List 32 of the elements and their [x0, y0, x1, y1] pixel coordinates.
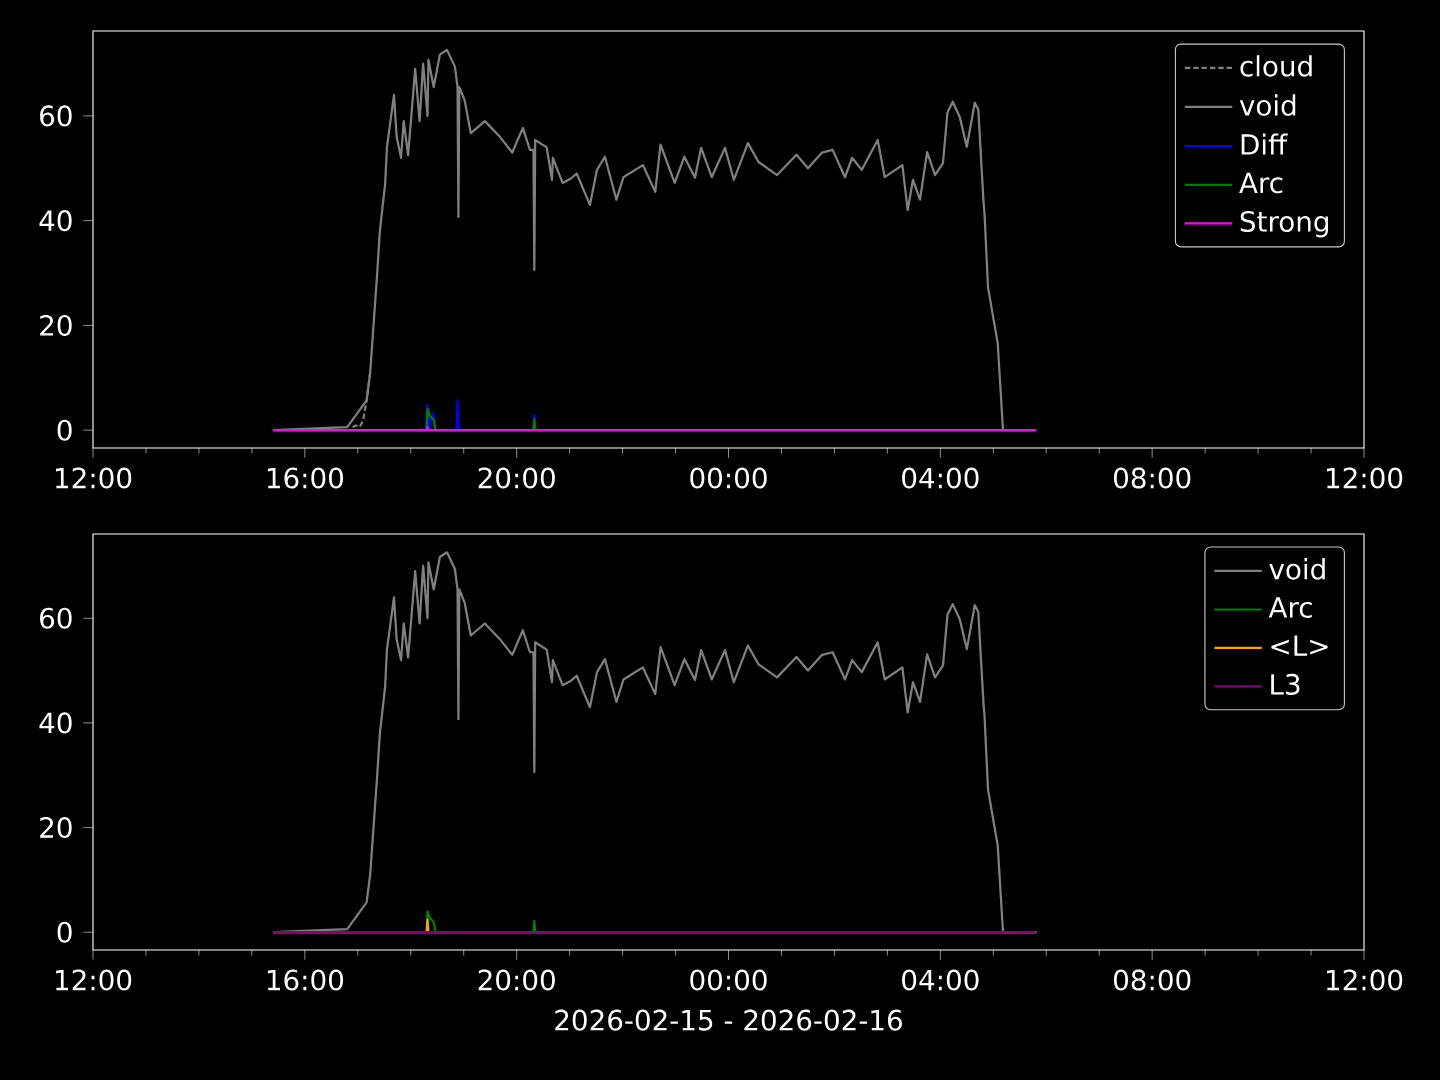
y-tick-label: 40 — [39, 210, 72, 232]
y-tick-label: 20 — [40, 314, 72, 336]
y-tick-label: 0 — [57, 419, 72, 441]
x-tick-label: 00:00 — [690, 969, 767, 991]
legend-label: Strong — [1240, 210, 1328, 238]
legend-label: Arc — [1268, 597, 1312, 618]
x-tick-label: 04:00 — [902, 969, 979, 991]
x-axis-title: 2026-02-15 - 2026-02-16 — [555, 1009, 902, 1031]
legend-label: <L> — [1271, 635, 1328, 656]
legend-label: Arc — [1239, 172, 1283, 194]
legend-label: cloud — [1240, 55, 1312, 77]
x-tick-label: 16:00 — [267, 467, 344, 489]
y-tick-label: 60 — [40, 607, 72, 629]
x-tick-label: 08:00 — [1113, 969, 1191, 991]
x-tick-label: 12:00 — [1327, 969, 1403, 991]
x-tick-label: 12:00 — [1327, 467, 1403, 489]
x-tick-label: 08:00 — [1113, 467, 1191, 489]
x-tick-label: 12:00 — [56, 467, 132, 489]
x-tick-label: 00:00 — [690, 467, 767, 489]
legend-label: Diff — [1241, 133, 1288, 155]
x-tick-label: 04:00 — [902, 467, 979, 489]
x-tick-label: 20:00 — [478, 467, 555, 489]
x-tick-label: 12:00 — [56, 969, 132, 991]
y-tick-label: 60 — [40, 105, 72, 127]
legend-label: void — [1239, 94, 1296, 116]
y-tick-label: 0 — [57, 921, 72, 943]
y-tick-label: 40 — [39, 712, 72, 734]
legend-label: L3 — [1271, 673, 1300, 695]
x-tick-label: 20:00 — [478, 969, 555, 991]
y-tick-label: 20 — [40, 817, 72, 839]
legend-label: void — [1269, 558, 1325, 580]
x-tick-label: 16:00 — [267, 969, 344, 991]
